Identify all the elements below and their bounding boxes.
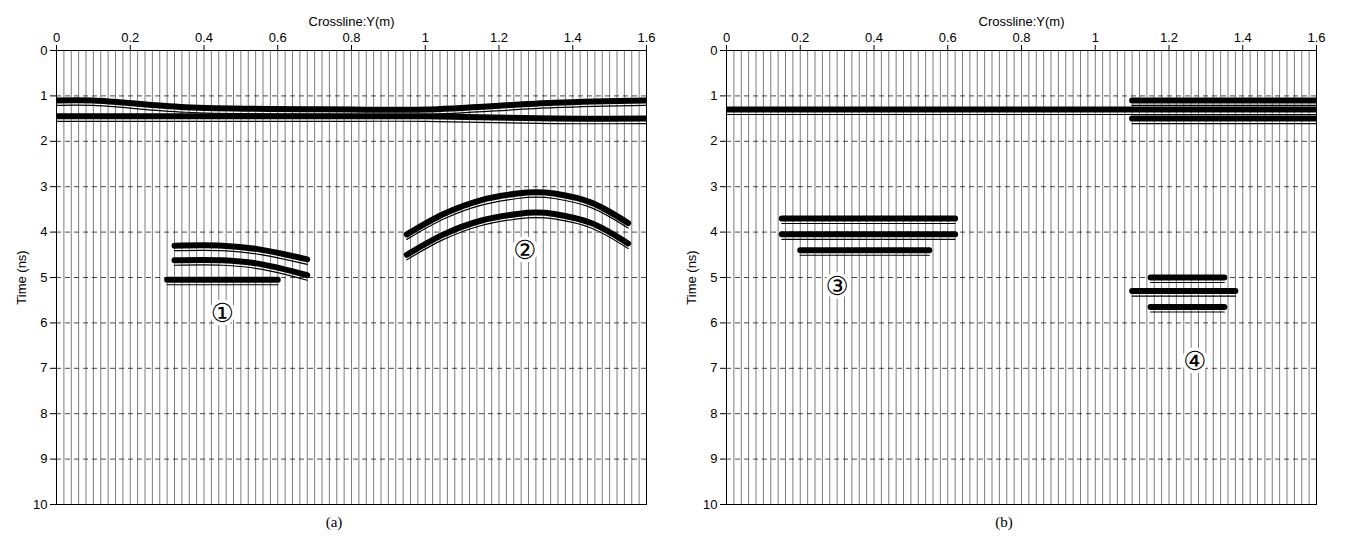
svg-text:6: 6 bbox=[40, 315, 47, 330]
svg-text:1: 1 bbox=[422, 30, 429, 45]
svg-text:1: 1 bbox=[710, 88, 717, 103]
svg-text:1.6: 1.6 bbox=[1307, 30, 1325, 45]
html-text:(b): (b) bbox=[995, 514, 1013, 530]
svg-text:0.8: 0.8 bbox=[342, 30, 360, 45]
svg-text:8: 8 bbox=[710, 406, 717, 421]
svg-text:8: 8 bbox=[40, 406, 47, 421]
svg-text:3: 3 bbox=[40, 179, 47, 194]
svg-text:6: 6 bbox=[710, 315, 717, 330]
svg-text:4: 4 bbox=[40, 224, 47, 239]
svg-text:10: 10 bbox=[703, 497, 717, 512]
svg-text:4: 4 bbox=[710, 224, 717, 239]
svg-text:Crossline:Y(m): Crossline:Y(m) bbox=[309, 14, 395, 29]
svg-text:Crossline:Y(m): Crossline:Y(m) bbox=[979, 14, 1065, 29]
svg-text:③: ③ bbox=[825, 271, 848, 301]
svg-text:0: 0 bbox=[710, 43, 717, 58]
svg-text:①: ① bbox=[211, 298, 234, 328]
svg-text:5: 5 bbox=[40, 270, 47, 285]
svg-text:0.8: 0.8 bbox=[1012, 30, 1030, 45]
svg-text:Time (ns): Time (ns) bbox=[684, 250, 699, 304]
svg-text:7: 7 bbox=[40, 360, 47, 375]
svg-text:1.6: 1.6 bbox=[637, 30, 655, 45]
svg-text:1: 1 bbox=[40, 88, 47, 103]
svg-text:1: 1 bbox=[1092, 30, 1099, 45]
svg-text:2: 2 bbox=[710, 133, 717, 148]
svg-text:1.4: 1.4 bbox=[1234, 30, 1252, 45]
svg-text:10: 10 bbox=[33, 497, 47, 512]
svg-text:3: 3 bbox=[710, 179, 717, 194]
svg-text:②: ② bbox=[513, 235, 536, 265]
svg-text:0.6: 0.6 bbox=[939, 30, 957, 45]
svg-text:5: 5 bbox=[710, 270, 717, 285]
svg-text:0: 0 bbox=[723, 30, 730, 45]
svg-text:1.2: 1.2 bbox=[1160, 30, 1178, 45]
svg-text:1.2: 1.2 bbox=[490, 30, 508, 45]
svg-text:0.4: 0.4 bbox=[195, 30, 213, 45]
svg-text:0.6: 0.6 bbox=[269, 30, 287, 45]
html-text:(a): (a) bbox=[325, 514, 343, 530]
svg-text:0.2: 0.2 bbox=[791, 30, 809, 45]
svg-text:9: 9 bbox=[40, 451, 47, 466]
svg-text:0.2: 0.2 bbox=[121, 30, 139, 45]
svg-text:1.4: 1.4 bbox=[564, 30, 582, 45]
svg-text:Time (ns): Time (ns) bbox=[14, 250, 29, 304]
svg-text:9: 9 bbox=[710, 451, 717, 466]
svg-text:7: 7 bbox=[710, 360, 717, 375]
svg-text:0.4: 0.4 bbox=[865, 30, 883, 45]
svg-text:0: 0 bbox=[40, 43, 47, 58]
svg-text:2: 2 bbox=[40, 133, 47, 148]
svg-text:④: ④ bbox=[1183, 346, 1206, 376]
svg-text:0: 0 bbox=[53, 30, 60, 45]
